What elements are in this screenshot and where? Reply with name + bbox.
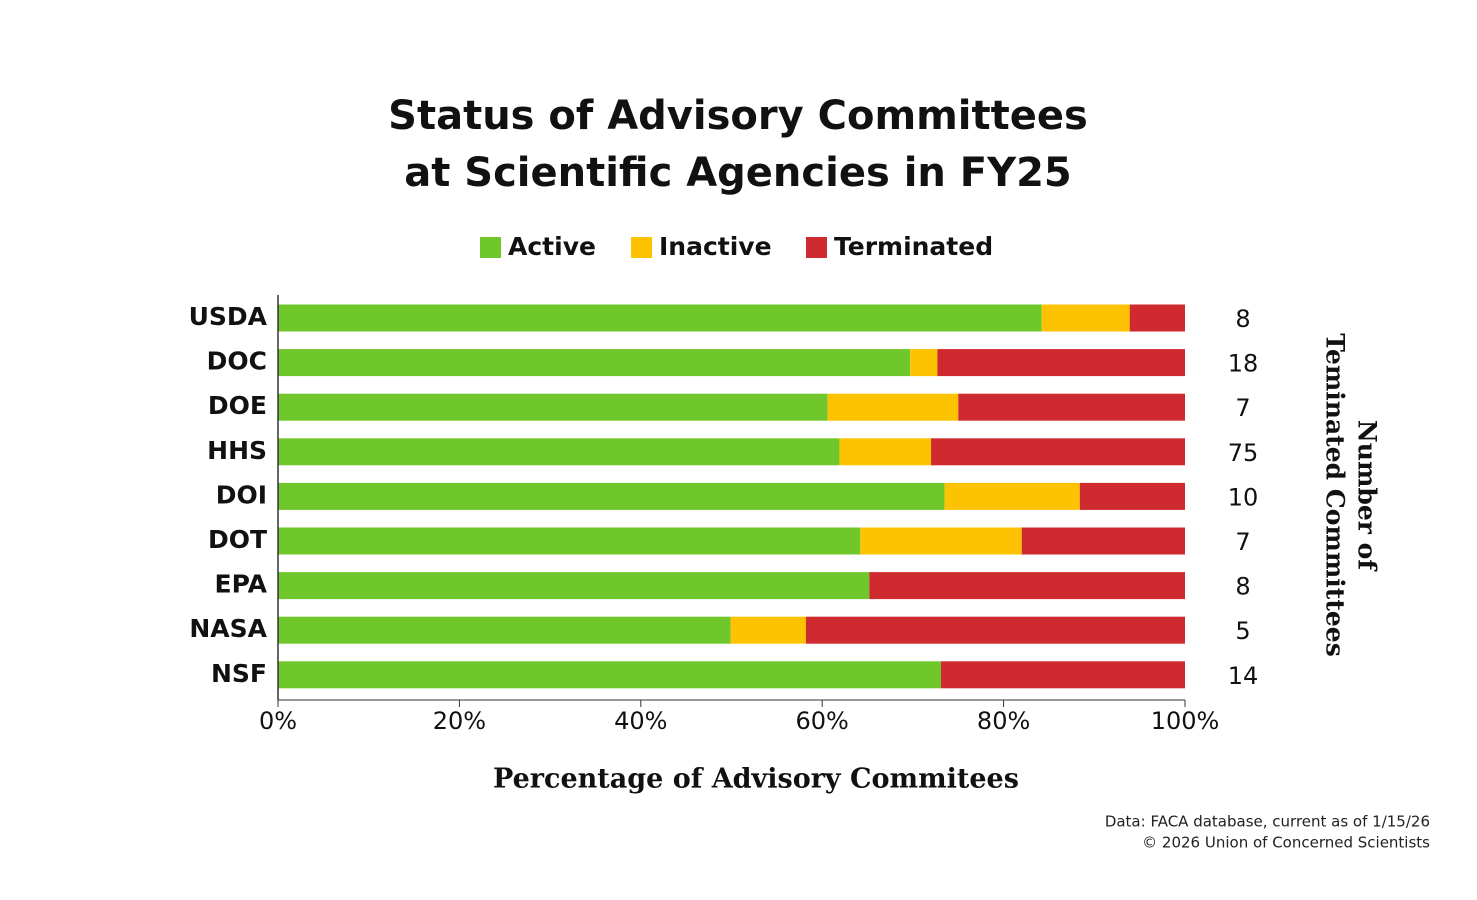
x-tick-label: 80% bbox=[977, 707, 1030, 735]
terminated-count: 7 bbox=[1235, 528, 1250, 556]
right-label-line: Teminated Committees bbox=[1321, 333, 1350, 657]
bar-segment bbox=[278, 349, 911, 377]
source: Data: FACA database, current as of 1/15/… bbox=[1105, 813, 1430, 831]
terminated-count: 18 bbox=[1228, 350, 1259, 378]
terminated-count: 75 bbox=[1228, 439, 1259, 467]
bar-segment bbox=[278, 616, 731, 644]
x-tick-label: 20% bbox=[433, 707, 486, 735]
legend-swatch bbox=[806, 237, 827, 258]
y-tick-label: NASA bbox=[189, 614, 267, 643]
bar-segment bbox=[1079, 482, 1185, 510]
legend-swatch bbox=[480, 237, 501, 258]
y-tick-label: DOT bbox=[208, 525, 267, 554]
y-tick-label: USDA bbox=[189, 302, 268, 331]
bar-segment bbox=[839, 438, 932, 466]
bar-segment bbox=[278, 304, 1042, 332]
x-tick-label: 60% bbox=[796, 707, 849, 735]
bar-segment bbox=[1041, 304, 1130, 332]
bar-segment bbox=[805, 616, 1185, 644]
bar-segment bbox=[730, 616, 806, 644]
bar-segment bbox=[278, 393, 828, 421]
bar-segment bbox=[860, 527, 1022, 555]
legend-label: Terminated bbox=[834, 232, 993, 261]
x-tick-label: 0% bbox=[259, 707, 297, 735]
right-label-line: Number of bbox=[1353, 420, 1382, 572]
legend-label: Inactive bbox=[659, 232, 772, 261]
y-tick-label: NSF bbox=[211, 659, 267, 688]
y-tick-label: EPA bbox=[215, 570, 268, 599]
x-tick-label: 100% bbox=[1151, 707, 1220, 735]
chart-title: Status of Advisory Committees bbox=[388, 93, 1088, 139]
source: © 2026 Union of Concerned Scientists bbox=[1142, 834, 1430, 852]
bar-segment bbox=[941, 661, 1185, 689]
bar-segment bbox=[827, 393, 959, 421]
terminated-count: 14 bbox=[1228, 662, 1259, 690]
terminated-count: 10 bbox=[1228, 483, 1259, 511]
legend-label: Active bbox=[508, 232, 596, 261]
right-axis-label: Number of Teminated Committees bbox=[1321, 333, 1382, 657]
bar-segment bbox=[869, 572, 1185, 600]
terminated-count: 8 bbox=[1235, 573, 1250, 601]
bar-segment bbox=[937, 349, 1185, 377]
x-tick-label: 40% bbox=[614, 707, 667, 735]
y-tick-label: DOI bbox=[216, 480, 267, 509]
terminated-count: 8 bbox=[1235, 305, 1250, 333]
bar-segment bbox=[278, 572, 870, 600]
bar-segment bbox=[1129, 304, 1185, 332]
bar-segment bbox=[278, 661, 942, 689]
terminated-count: 7 bbox=[1235, 394, 1250, 422]
bar-segment bbox=[278, 527, 861, 555]
bar-segment bbox=[958, 393, 1185, 421]
bar-segment bbox=[278, 438, 840, 466]
bar-segment bbox=[278, 482, 945, 510]
y-tick-label: HHS bbox=[207, 436, 267, 465]
bar-segment bbox=[910, 349, 938, 377]
bar-segment bbox=[1021, 527, 1185, 555]
y-tick-label: DOC bbox=[207, 347, 267, 376]
chart-title: at Scientific Agencies in FY25 bbox=[404, 150, 1072, 196]
bar-segment bbox=[944, 482, 1080, 510]
y-tick-label: DOE bbox=[208, 391, 267, 420]
terminated-count: 5 bbox=[1235, 617, 1250, 645]
bar-segment bbox=[931, 438, 1185, 466]
x-axis-label: Percentage of Advisory Commitees bbox=[493, 764, 1019, 795]
legend-swatch bbox=[631, 237, 652, 258]
